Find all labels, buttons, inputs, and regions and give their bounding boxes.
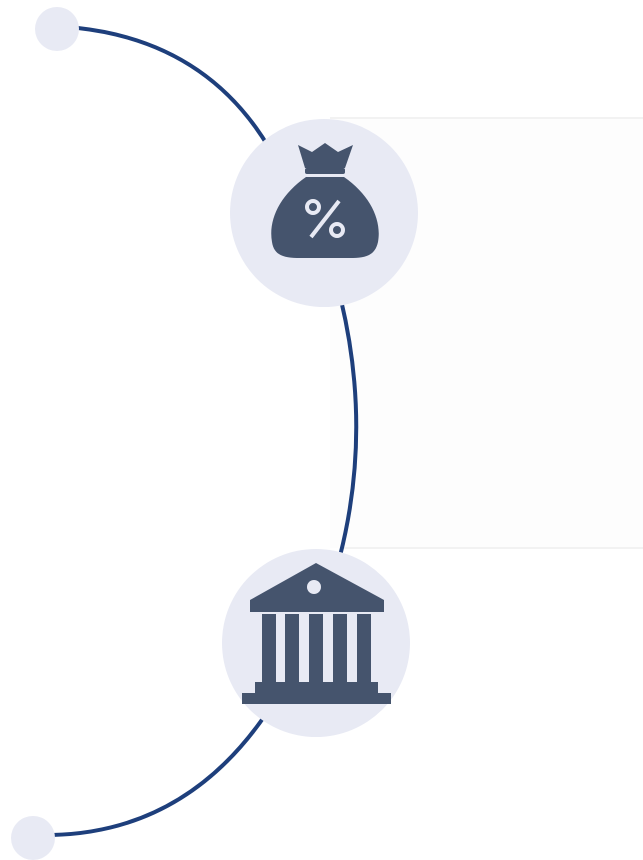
end-dot	[35, 7, 79, 51]
connector	[51, 712, 268, 837]
connector	[77, 26, 270, 148]
percent-icon	[305, 199, 345, 239]
end-dot	[11, 816, 55, 860]
connector	[338, 299, 359, 557]
bank-dot	[307, 580, 321, 594]
